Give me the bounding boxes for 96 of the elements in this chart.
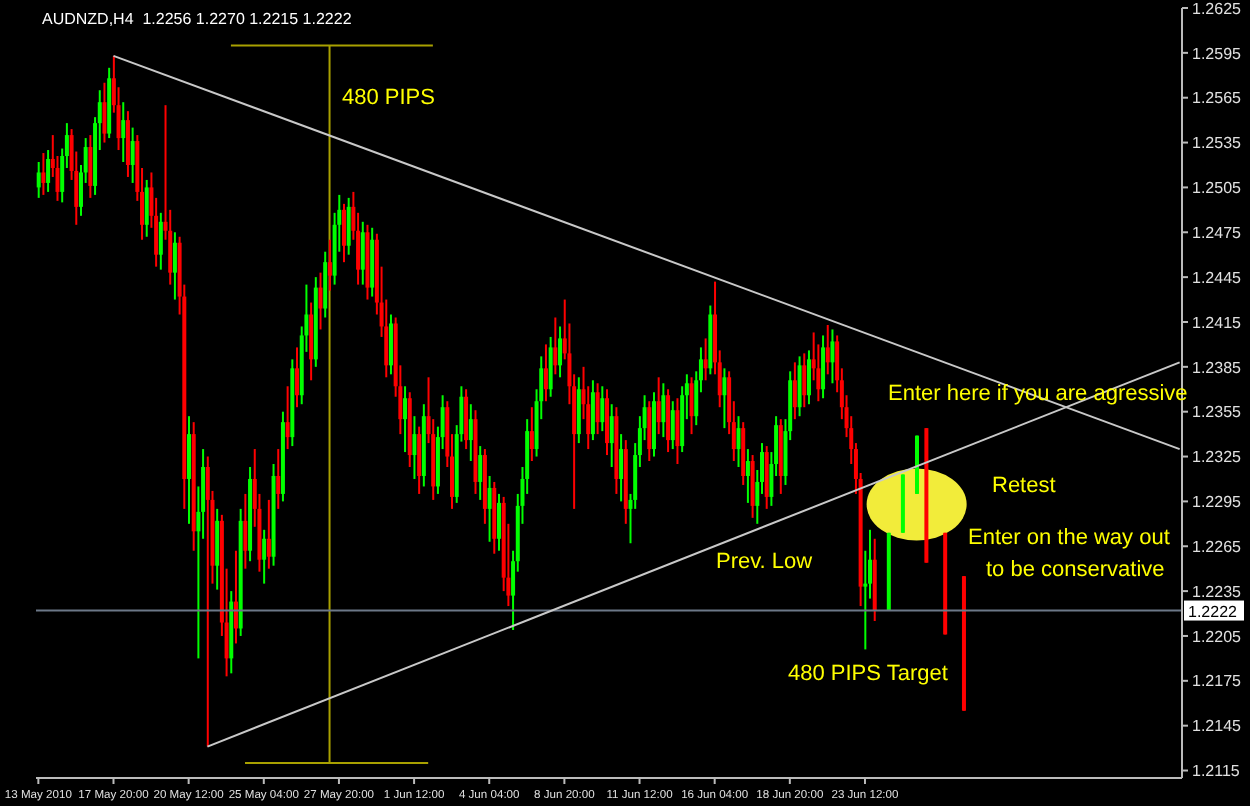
candlestick [144,178,149,238]
y-tick-label: 1.2415 [1192,313,1243,332]
candlestick [243,492,248,570]
candlestick [88,134,93,199]
candlestick [600,385,605,433]
y-tick-label: 1.2625 [1192,0,1243,18]
y-tick-label: 1.2265 [1192,537,1243,556]
candlestick [609,403,614,469]
candlestick [529,406,534,463]
candlestick [689,376,694,436]
candlestick [576,376,581,445]
candlestick [388,313,393,376]
candlestick [703,337,708,382]
y-tick-label: 1.2325 [1192,448,1243,467]
candlestick [619,433,624,503]
y-tick-label: 1.2355 [1192,403,1243,422]
candlestick [750,454,755,519]
candlestick [595,382,600,436]
candlestick [36,161,41,199]
candlestick [412,415,417,480]
candlestick [172,231,177,301]
candlestick [417,425,422,495]
y-tick-label: 1.2235 [1192,582,1243,601]
candlestick [745,448,750,504]
candlestick [722,367,727,430]
candlestick [158,211,163,271]
candlestick [736,415,741,469]
candlestick [370,226,375,298]
candlestick [605,388,610,457]
candlestick [215,507,220,591]
candlestick [276,448,281,510]
y-tick-label: 1.2535 [1192,134,1243,153]
candlestick [341,202,346,264]
y-tick-label: 1.2565 [1192,89,1243,108]
y-tick-label: 1.2505 [1192,179,1243,198]
candlestick [487,474,492,543]
y-tick-label: 1.2385 [1192,358,1243,377]
y-tick-label: 1.2445 [1192,268,1243,287]
chart-title: AUDNZD,H4 1.2256 1.2270 1.2215 1.2222 [42,10,353,28]
candlestick [821,334,826,400]
candlestick [670,400,675,451]
annotation: Retest [992,474,1056,498]
candlestick [262,528,267,585]
y-tick-label: 1.2175 [1192,672,1243,691]
candlestick [295,346,300,409]
candlestick [125,110,130,178]
ref-line-label: 1.2222 [1188,602,1239,621]
candlestick [797,355,802,418]
candlestick [41,152,46,196]
y-tick-label: 1.2595 [1192,44,1243,63]
candlestick [496,492,501,552]
candlestick [656,376,661,436]
candlestick [647,400,652,463]
candlestick [590,379,595,442]
candlestick [825,323,830,376]
candlestick [464,388,469,451]
candlestick [558,325,563,379]
candlestick [802,352,807,409]
candlestick [661,382,666,439]
y-tick-label: 1.2115 [1192,762,1241,781]
candlestick [102,81,107,144]
candlestick [187,415,191,525]
y-tick-label: 1.2145 [1192,717,1243,736]
candlestick [46,149,51,193]
y-tick-label: 1.2295 [1192,493,1243,512]
candlestick [318,271,323,331]
candlestick [327,238,332,292]
candlestick [548,335,553,398]
candlestick [543,343,548,403]
candlestick [205,455,210,748]
candlestick [323,250,328,319]
candlestick [360,220,365,286]
candlestick [346,196,351,256]
candlestick [478,445,483,501]
candlestick [830,328,835,385]
annotation: 480 PIPS [342,86,435,110]
annotation: Enter on the way out to be conservative [968,526,1170,582]
annotation: 480 PIPS Target [788,662,948,686]
candlestick [468,403,473,463]
candlestick [309,301,314,382]
y-tick-label: 1.2475 [1192,223,1243,242]
candlestick [553,316,558,376]
candlestick [666,388,671,454]
candlestick [130,126,135,184]
y-tick-label: 1.2205 [1192,627,1243,646]
candlestick [792,361,797,421]
annotation: Prev. Low [716,550,813,574]
candlestick [266,498,271,570]
candlestick [764,445,769,510]
candlestick [121,101,126,163]
candlestick [741,421,746,486]
candlestick [675,397,680,466]
candlestick [806,349,811,406]
candlestick [651,391,656,458]
candlestick [285,385,290,451]
candlestick [403,385,408,454]
